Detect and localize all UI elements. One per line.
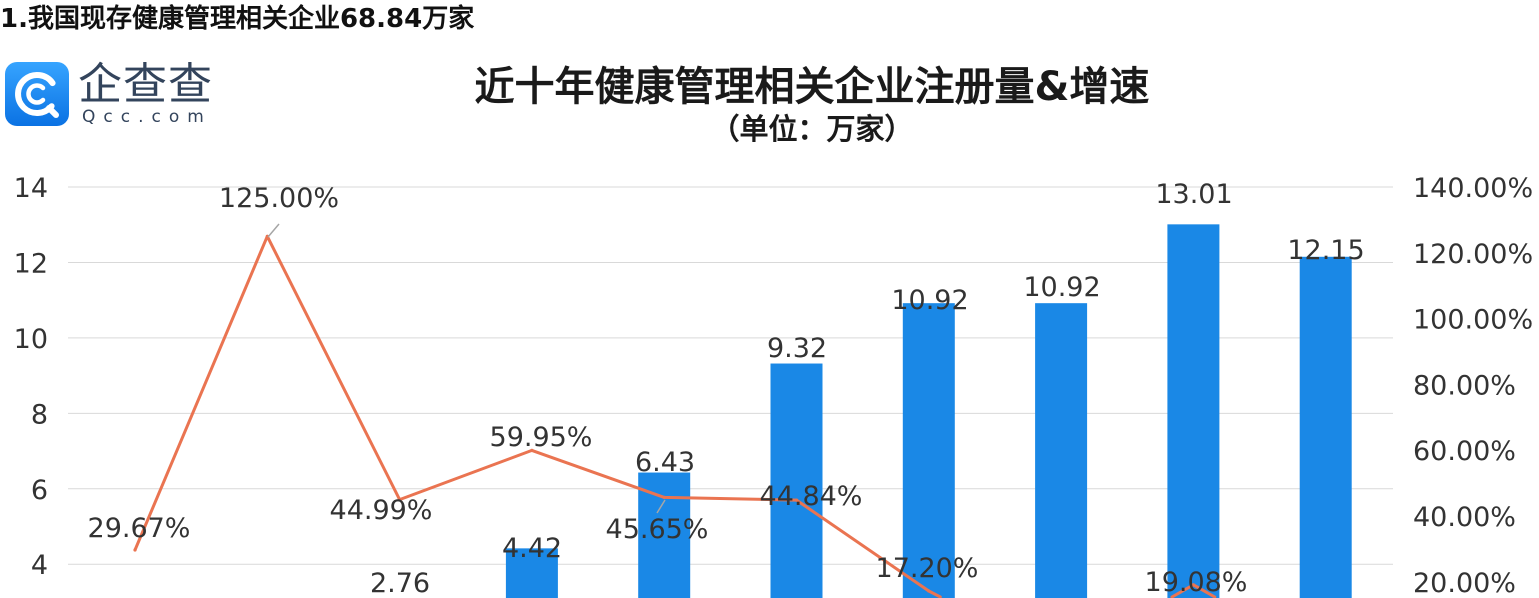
y-right-tick-label: 80.00% [1413,370,1516,401]
bar-data-label: 13.01 [1155,179,1232,210]
line-point [530,448,534,452]
line-point [794,498,799,502]
bar-data-label: 9.32 [767,333,827,364]
bar [770,363,823,598]
bar [902,303,955,598]
y-right-tick-label: 120.00% [1413,239,1533,270]
line-point [927,589,931,593]
label-leader-line [656,499,666,514]
line-point [133,548,137,552]
line-data-label: 17.20% [876,553,979,584]
y-left-tick-label: 10 [14,324,48,355]
y-right-tick-label: 100.00% [1413,305,1533,336]
line-data-label: 29.67% [88,513,191,544]
bar-data-label: 4.42 [502,533,562,564]
line-data-label: 125.00% [219,183,339,214]
data-labels: 2.76 4.42 6.43 9.32 10.92 10.92 13.01 12.15 29.6… [88,179,1365,598]
qcc-logo: 企查查 Qcc.com [5,59,220,130]
page-heading: 1.我国现存健康管理相关企业68.84万家 [0,4,475,34]
line-data-label: 44.99% [330,495,433,526]
bar-data-label: 6.43 [635,447,695,478]
y-left-tick-label: 8 [31,399,48,430]
bar-data-label: 2.76 [370,568,430,598]
y-left-tick-label: 12 [14,248,48,279]
bar [1167,224,1220,598]
line-point [662,495,666,500]
bar [505,548,558,598]
logo-domain: Qcc.com [82,107,212,127]
y-left-tick-label: 14 [14,173,48,204]
label-leader-line [267,223,280,238]
line-data-label: 44.84% [760,481,863,512]
logo-name: 企查查 [78,59,213,110]
line-point [398,497,402,502]
axis-ticks: 14 12 10 8 6 4 140.00% 120.00% 100.00% 80.00% 60.0… [14,173,1534,598]
line-point [1191,583,1195,587]
gridlines [68,186,1393,565]
line-data-label: 59.95% [490,422,593,453]
bar-data-label: 10.92 [1023,272,1100,303]
bar [1299,256,1352,598]
y-right-tick-label: 40.00% [1413,502,1516,533]
bar-data-label: 10.92 [891,285,968,316]
qcc-logo-icon [5,62,69,126]
line-data-label: 45.65% [606,514,709,545]
y-left-tick-label: 4 [31,550,48,581]
bar [638,472,691,598]
y-right-tick-label: 60.00% [1413,436,1516,467]
bar-series [505,224,1352,598]
growth-line [133,234,942,598]
y-right-tick-label: 20.00% [1413,568,1516,598]
line-point [265,234,269,238]
bar-data-label: 12.15 [1287,235,1364,266]
chart-subtitle: （单位：万家） [710,112,914,146]
chart-title: 近十年健康管理相关企业注册量&增速 [474,64,1150,110]
growth-line-series [133,234,1217,598]
line-data-label: 19.08% [1145,567,1248,598]
y-right-tick-label: 140.00% [1413,173,1533,204]
bar [1035,303,1088,598]
y-left-tick-label: 6 [31,475,48,506]
